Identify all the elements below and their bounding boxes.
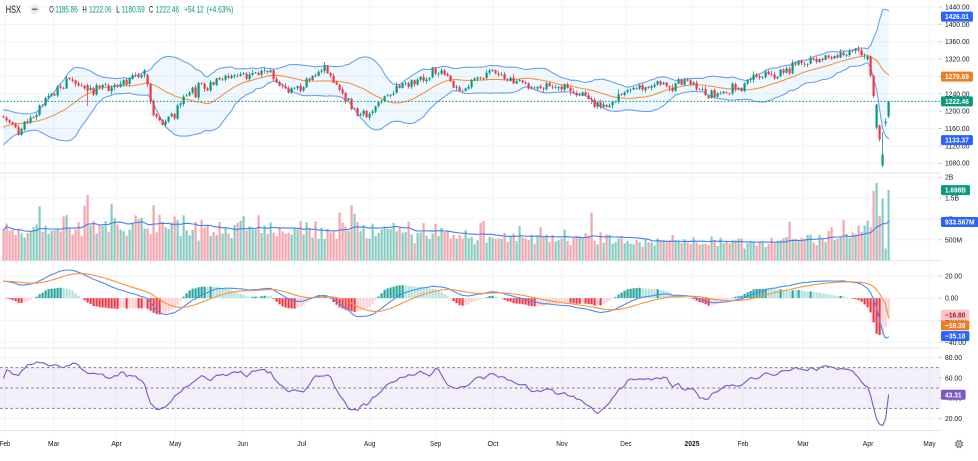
svg-text:1400.00: 1400.00 bbox=[945, 22, 970, 29]
svg-text:1200.00: 1200.00 bbox=[945, 109, 970, 116]
svg-text:1133.37: 1133.37 bbox=[945, 136, 969, 145]
svg-text:1240.00: 1240.00 bbox=[945, 91, 970, 98]
svg-text:Apr: Apr bbox=[863, 441, 874, 448]
svg-text:Apr: Apr bbox=[111, 441, 122, 448]
svg-text:1080.00: 1080.00 bbox=[945, 161, 970, 168]
svg-text:H: H bbox=[82, 5, 86, 15]
svg-text:Feb: Feb bbox=[0, 441, 10, 448]
svg-text:Sep: Sep bbox=[430, 441, 441, 448]
svg-text:−16.80: −16.80 bbox=[945, 310, 965, 319]
svg-text:1440.00: 1440.00 bbox=[945, 5, 970, 12]
svg-text:933.567M: 933.567M bbox=[945, 218, 975, 227]
svg-text:1360.00: 1360.00 bbox=[945, 39, 970, 46]
svg-text:60.00: 60.00 bbox=[945, 375, 962, 382]
svg-text:80.00: 80.00 bbox=[945, 355, 962, 362]
svg-text:Nov: Nov bbox=[556, 441, 568, 448]
svg-text:O: O bbox=[49, 5, 54, 15]
svg-text:500M: 500M bbox=[945, 237, 962, 244]
svg-text:May: May bbox=[923, 441, 936, 448]
svg-text:Mar: Mar bbox=[48, 441, 60, 448]
svg-text:1222.06: 1222.06 bbox=[89, 5, 112, 15]
svg-text:43.31: 43.31 bbox=[945, 390, 962, 399]
svg-text:20.00: 20.00 bbox=[945, 274, 962, 281]
svg-text:Feb: Feb bbox=[738, 441, 749, 448]
svg-text:L: L bbox=[116, 5, 120, 15]
svg-text:(+4.63%): (+4.63%) bbox=[207, 5, 234, 15]
svg-text:20.00: 20.00 bbox=[945, 416, 962, 423]
svg-text:1120.00: 1120.00 bbox=[945, 143, 970, 150]
svg-text:Jun: Jun bbox=[238, 441, 249, 448]
svg-text:HSX: HSX bbox=[6, 4, 22, 16]
svg-text:1180.59: 1180.59 bbox=[122, 5, 145, 15]
svg-text:Jul: Jul bbox=[297, 441, 307, 448]
svg-text:1426.01: 1426.01 bbox=[945, 12, 969, 21]
svg-text:Dec: Dec bbox=[620, 441, 632, 448]
svg-text:−35.18: −35.18 bbox=[945, 332, 965, 341]
svg-text:+54.12: +54.12 bbox=[184, 5, 203, 15]
svg-text:Mar: Mar bbox=[797, 441, 809, 448]
svg-text:1320.00: 1320.00 bbox=[945, 57, 970, 64]
svg-text:1279.69: 1279.69 bbox=[945, 72, 969, 81]
svg-text:Aug: Aug bbox=[364, 441, 375, 448]
svg-text:1222.46: 1222.46 bbox=[156, 5, 180, 15]
svg-text:May: May bbox=[169, 441, 182, 448]
svg-text:2025: 2025 bbox=[685, 441, 700, 448]
svg-text:1222.46: 1222.46 bbox=[945, 97, 969, 106]
svg-text:1160.00: 1160.00 bbox=[945, 126, 970, 133]
svg-text:−40.00: −40.00 bbox=[945, 340, 966, 347]
svg-text:1.5B: 1.5B bbox=[945, 196, 959, 203]
svg-text:1.698B: 1.698B bbox=[945, 186, 967, 195]
svg-text:−18.39: −18.39 bbox=[945, 321, 965, 330]
svg-text:0.00: 0.00 bbox=[945, 296, 958, 303]
svg-text:2B: 2B bbox=[945, 175, 954, 182]
svg-text:1185.86: 1185.86 bbox=[55, 5, 78, 15]
svg-text:C: C bbox=[149, 5, 154, 15]
svg-text:Oct: Oct bbox=[488, 441, 499, 448]
